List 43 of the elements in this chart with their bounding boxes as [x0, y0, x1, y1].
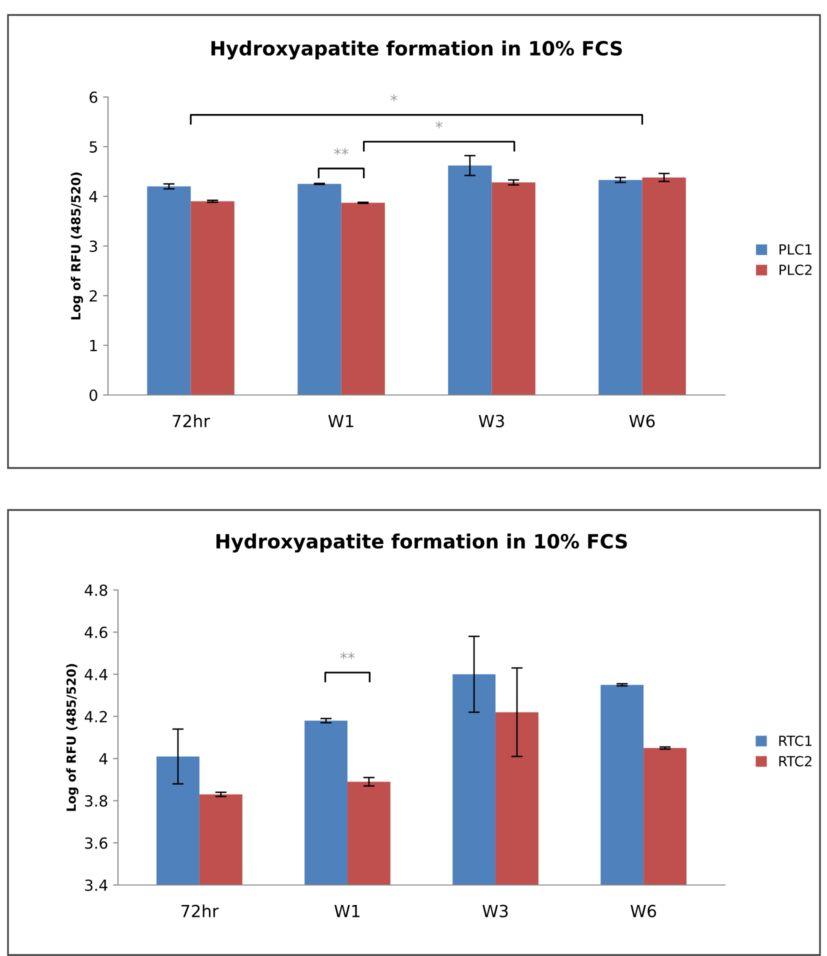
x-tick-label: 72hr — [181, 904, 219, 918]
y-tick-label: 5 — [90, 141, 97, 153]
bar — [598, 180, 642, 395]
bar — [298, 184, 342, 395]
y-tick-label: 4 — [89, 191, 98, 202]
y-tick-label: 4 — [99, 753, 108, 764]
y-tick-label: 3.4 — [85, 879, 108, 892]
annotation: ** — [334, 148, 348, 156]
bar — [147, 186, 191, 395]
legend-label: PLC1 — [780, 244, 812, 255]
y-tick-label: 4.2 — [84, 710, 107, 722]
x-tick-label: W6 — [629, 414, 655, 428]
y-tick-label: 0 — [90, 389, 98, 402]
y-axis-title: Log of RFU (485/520) — [66, 664, 78, 811]
y-tick-label: 2 — [90, 290, 97, 302]
legend-label: RTC2 — [779, 756, 812, 766]
x-tick-label: W1 — [334, 904, 360, 918]
legend-label: PLC2 — [780, 264, 812, 276]
annotation: * — [390, 94, 398, 102]
y-tick-label: 1 — [90, 340, 97, 352]
y-tick-label: 3 — [90, 240, 98, 252]
x-tick-label: W6 — [630, 904, 656, 918]
x-tick-label: W1 — [328, 414, 354, 428]
x-tick-label: W3 — [482, 904, 508, 918]
bar — [341, 202, 385, 395]
y-axis-title: Log of RFU (485/520) — [70, 172, 83, 320]
annotation: ** — [340, 652, 355, 660]
y-tick-label: 4.6 — [84, 626, 108, 638]
chart-title: Hydroxyapatite formation in 10% FCS — [216, 534, 627, 553]
bar — [448, 166, 492, 395]
y-tick-label: 3.8 — [85, 795, 108, 807]
bar — [492, 182, 536, 395]
y-tick-label: 6 — [90, 91, 98, 104]
bar — [642, 177, 686, 395]
bar — [190, 201, 234, 395]
y-tick-label: 4.8 — [84, 584, 108, 596]
legend-label: RTC1 — [779, 736, 812, 746]
y-tick-label: 3.6 — [85, 837, 108, 849]
x-tick-label: W3 — [478, 414, 504, 428]
annotation: * — [436, 121, 442, 128]
y-tick-label: 4.4 — [84, 668, 108, 680]
chart-title: Hydroxyapatite formation in 10% FCS — [211, 40, 622, 60]
x-tick-label: 72hr — [172, 414, 210, 428]
